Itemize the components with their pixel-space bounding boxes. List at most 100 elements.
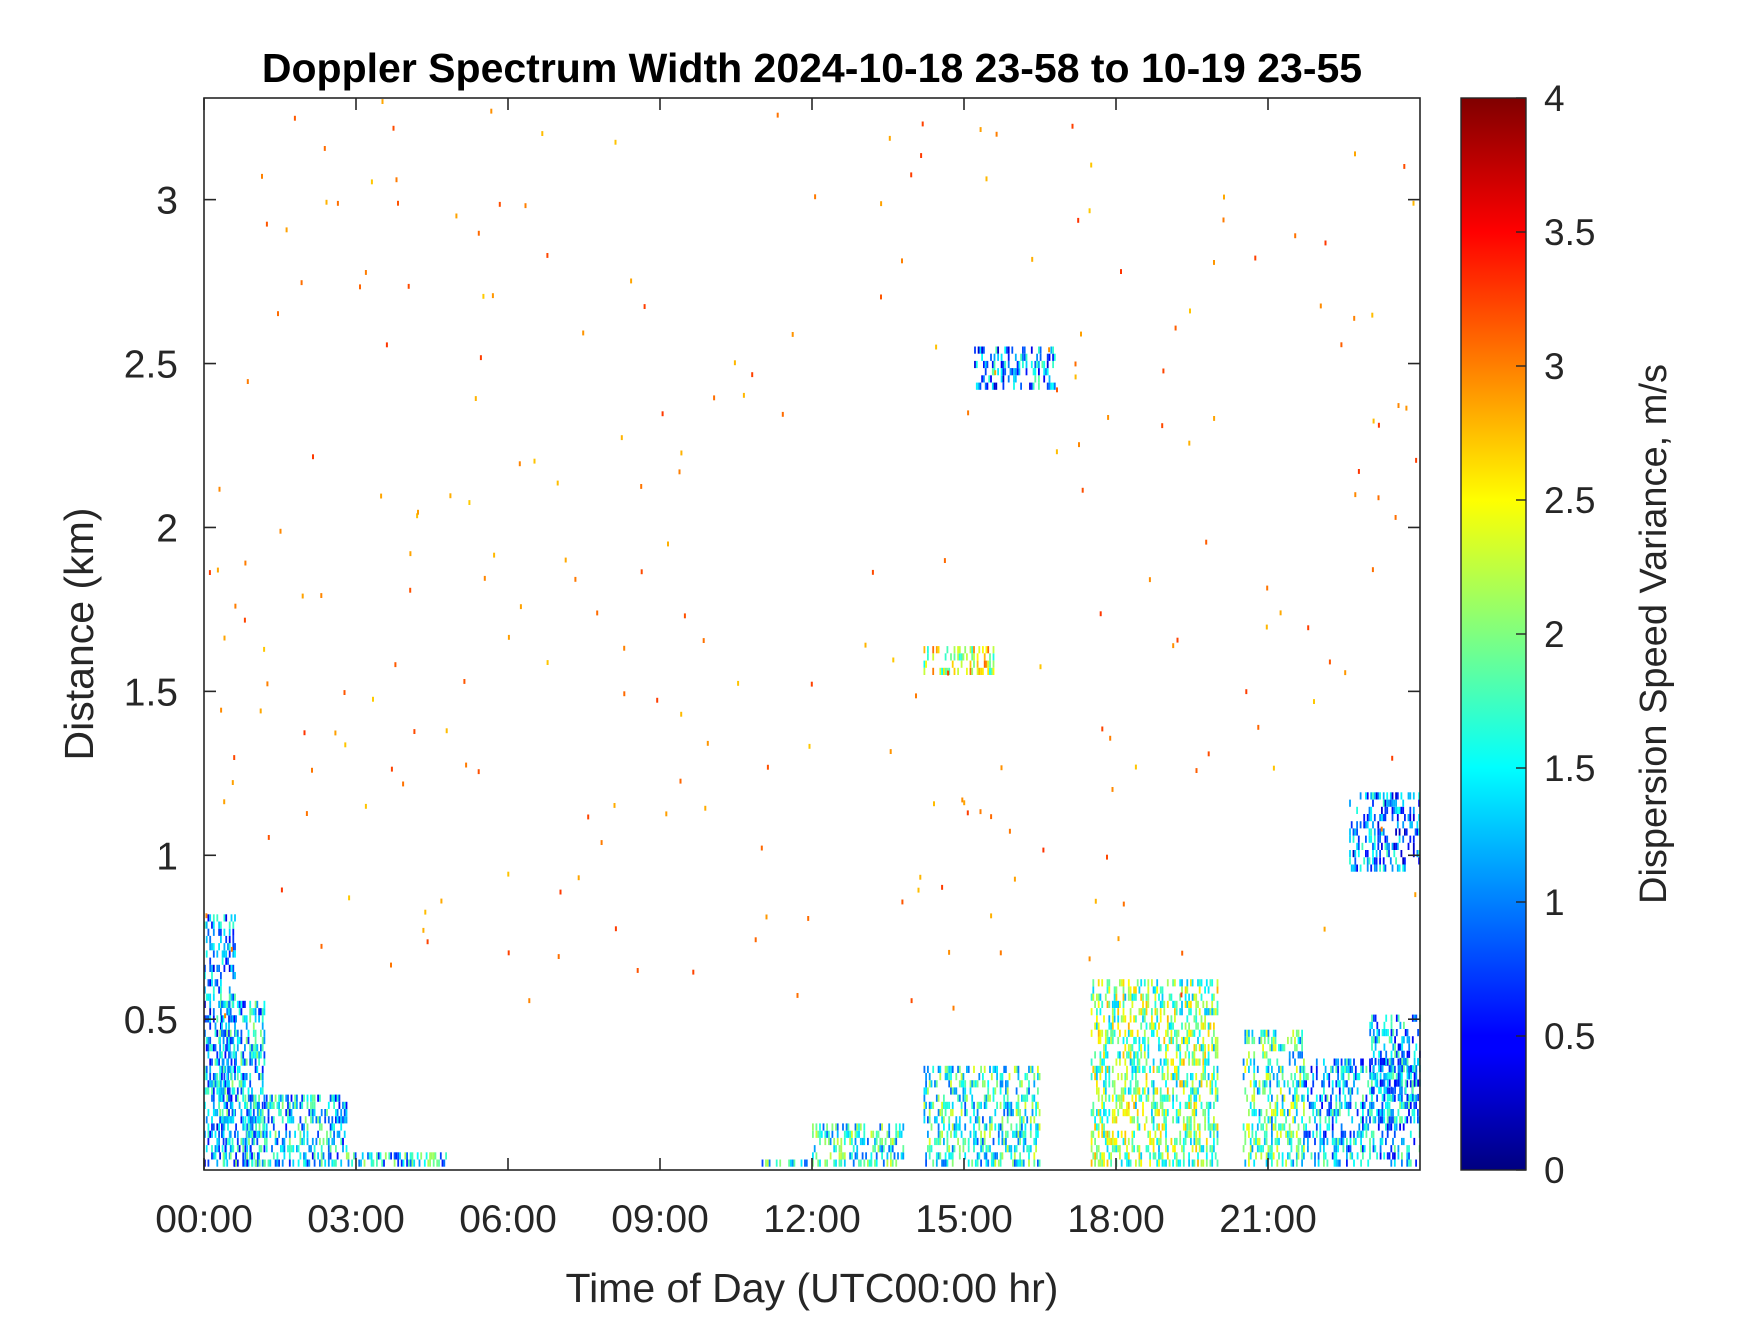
- heatmap-cell: [1014, 353, 1017, 361]
- heatmap-cell: [214, 1152, 217, 1160]
- heatmap-cell: [1411, 1065, 1414, 1073]
- heatmap-cell: [226, 1116, 229, 1124]
- heatmap-cell: [1166, 1044, 1169, 1052]
- heatmap-cell: [1179, 1080, 1182, 1088]
- heatmap-cell: [1335, 1116, 1338, 1124]
- heatmap-cell: [231, 1000, 234, 1008]
- heatmap-cell: [997, 1137, 1000, 1146]
- heatmap-cell: [1014, 368, 1017, 376]
- heatmap-cell: [281, 1094, 284, 1102]
- scattered-return: [205, 913, 208, 919]
- heatmap-cell: [1033, 1080, 1036, 1088]
- heatmap-cell: [335, 1145, 337, 1153]
- heatmap-cell: [222, 1130, 225, 1138]
- heatmap-cell: [944, 1152, 947, 1160]
- heatmap-cell: [1279, 1065, 1282, 1073]
- heatmap-cell: [980, 1130, 982, 1138]
- heatmap-cell: [868, 1159, 871, 1167]
- heatmap-cell: [1122, 1036, 1125, 1045]
- heatmap-cell: [1379, 1116, 1382, 1124]
- heatmap-cell: [997, 1130, 1000, 1138]
- heatmap-cell: [1145, 1058, 1148, 1066]
- heatmap-cell: [1396, 842, 1399, 850]
- heatmap-cell: [1305, 1130, 1307, 1138]
- heatmap-cell: [960, 660, 963, 668]
- scattered-return: [524, 203, 527, 209]
- heatmap-cell: [209, 979, 212, 987]
- heatmap-cell: [1404, 1079, 1407, 1087]
- heatmap-cell: [1408, 1072, 1411, 1080]
- scattered-return: [892, 657, 895, 663]
- colorbar-tick-label: 0: [1544, 1150, 1565, 1191]
- heatmap-cell: [240, 1008, 243, 1016]
- heatmap-cell: [395, 1152, 398, 1160]
- heatmap-cell: [967, 1137, 970, 1146]
- heatmap-cell: [1122, 1094, 1125, 1102]
- x-tick-label: 06:00: [459, 1198, 557, 1241]
- heatmap-cell: [1097, 1000, 1100, 1008]
- heatmap-cell: [829, 1137, 832, 1146]
- heatmap-cell: [390, 1152, 392, 1160]
- heatmap-cell: [946, 1137, 949, 1146]
- scattered-return: [293, 115, 296, 121]
- heatmap-cell: [948, 1080, 951, 1088]
- heatmap-cell: [863, 1159, 866, 1167]
- heatmap-cell: [879, 1137, 882, 1146]
- heatmap-cell: [1135, 986, 1137, 994]
- scattered-return: [556, 480, 559, 486]
- heatmap-cell: [1393, 1116, 1396, 1124]
- heatmap-cell: [1035, 1109, 1037, 1117]
- heatmap-cell: [212, 993, 215, 1001]
- heatmap-cell: [996, 1101, 998, 1109]
- heatmap-cell: [1202, 1051, 1205, 1059]
- heatmap-cell: [989, 667, 991, 675]
- heatmap-cell: [996, 1080, 998, 1088]
- heatmap-cell: [223, 928, 226, 936]
- heatmap-cell: [256, 1051, 259, 1059]
- heatmap-cell: [944, 653, 947, 661]
- heatmap-cell: [1303, 1152, 1305, 1160]
- heatmap-cell: [1172, 979, 1174, 987]
- heatmap-cell: [1147, 1000, 1150, 1008]
- heatmap-cell: [1043, 368, 1046, 376]
- heatmap-cell: [1092, 993, 1095, 1001]
- heatmap-cell: [354, 1152, 357, 1160]
- scattered-return: [1174, 325, 1177, 331]
- heatmap-cell: [951, 1152, 954, 1160]
- heatmap-cell: [1211, 1044, 1214, 1052]
- heatmap-cell: [1033, 1116, 1036, 1124]
- heatmap-cell: [1393, 842, 1396, 850]
- heatmap-cell: [1096, 1145, 1098, 1153]
- scattered-return: [277, 311, 279, 317]
- heatmap-cell: [280, 1094, 282, 1102]
- heatmap-cell: [1006, 1087, 1009, 1095]
- heatmap-cell: [1186, 986, 1189, 994]
- heatmap-cell: [1205, 1000, 1208, 1008]
- heatmap-cell: [943, 1123, 945, 1131]
- scattered-return: [1357, 469, 1360, 474]
- heatmap-cell: [402, 1159, 405, 1167]
- heatmap-cell: [249, 1015, 252, 1023]
- heatmap-cell: [964, 1087, 967, 1095]
- heatmap-cell: [1314, 1101, 1316, 1109]
- heatmap-cell: [212, 921, 215, 929]
- heatmap-cell: [1328, 1080, 1331, 1088]
- heatmap-cell: [1193, 1137, 1196, 1146]
- heatmap-cell: [1360, 1159, 1362, 1167]
- heatmap-cell: [1338, 1087, 1341, 1095]
- heatmap-cell: [1265, 1065, 1268, 1073]
- heatmap-cell: [1038, 382, 1040, 390]
- heatmap-cell: [1174, 979, 1176, 987]
- heatmap-cell: [439, 1152, 442, 1160]
- heatmap-cell: [856, 1152, 859, 1160]
- heatmap-cell: [1106, 1116, 1109, 1124]
- heatmap-cell: [1242, 1145, 1245, 1153]
- heatmap-cell: [1368, 835, 1371, 843]
- heatmap-cell: [1181, 1080, 1183, 1088]
- heatmap-cell: [370, 1152, 373, 1160]
- heatmap-cell: [235, 1159, 237, 1167]
- heatmap-cell: [1395, 806, 1397, 814]
- heatmap-cell: [338, 1101, 341, 1109]
- heatmap-cell: [983, 1130, 986, 1138]
- heatmap-cell: [1117, 1015, 1120, 1023]
